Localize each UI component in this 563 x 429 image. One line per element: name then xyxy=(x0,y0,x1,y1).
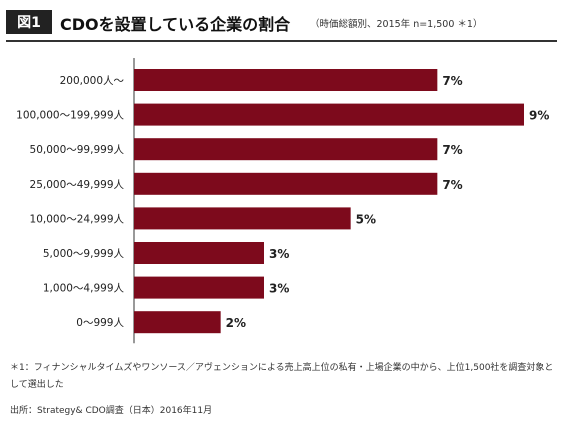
category-tick-label: 100,000〜199,999人 xyxy=(16,110,124,122)
bar xyxy=(134,103,524,126)
bar xyxy=(134,276,264,299)
category-tick-label: 5,000〜9,999人 xyxy=(43,248,125,260)
footnote: ＊1：フィナンシャルタイムズやワンソース／アヴェンションによる売上高上位の私有・… xyxy=(10,363,554,390)
bar-value-label: 7% xyxy=(442,74,462,88)
chart-subtitle: （時価総額別、2015年 n=1,500 ＊1） xyxy=(310,19,483,30)
bar-chart: 200,000人〜 7% 100,000〜199,999人 9% 50,000〜99,9… xyxy=(16,58,549,344)
category-tick-label: 1,000〜4,999人 xyxy=(43,283,125,295)
bar xyxy=(134,207,351,230)
category-tick-label: 10,000〜24,999人 xyxy=(30,213,125,225)
bar-value-label: 3% xyxy=(269,247,289,261)
bar xyxy=(134,242,264,264)
category-tick-label: 0〜999人 xyxy=(76,317,124,329)
bar xyxy=(134,311,221,334)
category-tick-label: 50,000〜99,999人 xyxy=(30,144,125,156)
chart-header: 図1 CDOを設置している企業の割合 （時価総額別、2015年 n=1,500 … xyxy=(6,10,557,34)
bar-value-label: 2% xyxy=(226,316,246,330)
chart-title: CDOを設置している企業の割合 xyxy=(60,15,291,34)
bar-value-label: 7% xyxy=(442,178,462,192)
source-note: 出所：Strategy& CDO調査（日本）2016年11月 xyxy=(10,406,213,416)
figure-badge: 図1 xyxy=(6,10,52,34)
title-divider xyxy=(6,40,557,42)
bar xyxy=(134,69,438,91)
category-tick-label: 25,000〜49,999人 xyxy=(30,179,125,191)
bar-value-label: 7% xyxy=(442,143,462,157)
bar xyxy=(134,138,438,161)
category-tick-label: 200,000人〜 xyxy=(60,75,125,87)
bar-value-label: 9% xyxy=(529,109,549,123)
bar-value-label: 3% xyxy=(269,282,289,296)
bar-value-label: 5% xyxy=(356,212,376,226)
bar xyxy=(134,172,438,195)
